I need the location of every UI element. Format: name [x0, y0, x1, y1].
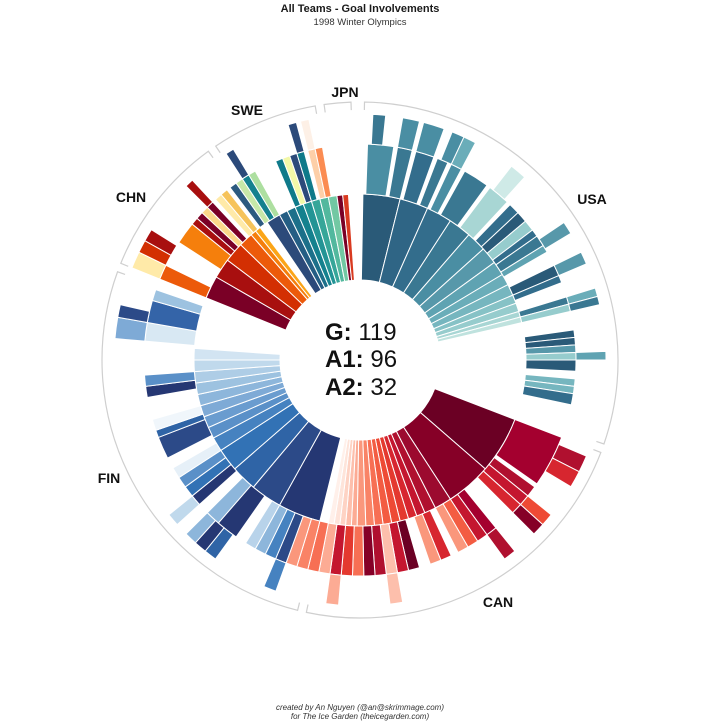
team-bracket-can	[305, 449, 602, 619]
credit-publication: for The Ice Garden (theicegarden.com)	[290, 712, 430, 721]
team-label-fin: FIN	[98, 470, 121, 486]
a2-segment	[396, 117, 421, 152]
center-hole	[280, 280, 440, 440]
a2-segment	[144, 228, 178, 256]
team-label-chn: CHN	[116, 189, 146, 205]
a2-segment	[185, 179, 214, 208]
team-label-can: CAN	[483, 594, 513, 610]
team-bracket-swe	[214, 105, 318, 154]
a2-segment	[575, 350, 607, 361]
team-label-jpn: JPN	[331, 84, 358, 100]
a1-segment	[220, 189, 259, 234]
team-labels: USA CAN FIN CHN SWE JPN	[98, 84, 607, 610]
a1-segment	[525, 359, 577, 372]
center-a1-total: A1: 96	[325, 346, 397, 373]
team-brackets	[101, 101, 619, 619]
goal-segment	[193, 347, 281, 361]
center-a2-total: A2: 32	[325, 374, 397, 401]
a2-segment	[568, 295, 601, 313]
a2-segment	[325, 573, 342, 606]
team-bracket-fin	[101, 270, 301, 612]
credit-author: created by An Nguyen (@an@skrimmage.com)	[275, 703, 444, 712]
a2-segment	[544, 457, 580, 488]
team-label-swe: SWE	[231, 102, 263, 118]
center-goals-total: G: 119	[325, 319, 397, 346]
team-bracket-jpn	[323, 101, 352, 113]
a1-segment	[244, 500, 281, 550]
a2-segment	[486, 527, 516, 560]
chart-subtitle: 1998 Winter Olympics	[313, 17, 407, 28]
a1-segment	[151, 289, 204, 315]
a1-segment	[439, 170, 488, 227]
a2-segment	[263, 558, 287, 592]
a2-segment	[185, 512, 217, 544]
chart-title: All Teams - Goal Involvements	[280, 3, 440, 15]
a2-segment	[370, 113, 387, 146]
a2-segment	[450, 136, 477, 170]
a1-segment	[172, 442, 222, 479]
a1-segment	[521, 385, 574, 406]
goal-ring	[193, 193, 523, 527]
secondary-assist-ring	[114, 113, 607, 606]
team-label-usa: USA	[577, 191, 607, 207]
a2-segment	[492, 165, 526, 201]
a2-segment	[415, 121, 445, 158]
a1-segment	[434, 503, 469, 554]
a1-segment	[512, 274, 563, 302]
a2-segment	[287, 121, 305, 155]
a2-segment	[512, 503, 544, 535]
a2-segment	[385, 572, 404, 605]
a1-segment	[413, 513, 442, 565]
a1-segment	[143, 371, 196, 387]
a1-segment	[525, 351, 577, 361]
a1-segment	[159, 264, 212, 299]
a1-segment	[248, 170, 281, 219]
a1-segment	[365, 143, 395, 197]
team-bracket-chn	[120, 150, 214, 267]
credits: created by An Nguyen (@an@skrimmage.com)…	[0, 703, 720, 721]
a2-segment	[553, 251, 588, 277]
a2-segment	[299, 118, 316, 152]
a1-segment	[314, 146, 332, 199]
a1-segment	[151, 405, 204, 431]
a2-segment	[538, 221, 572, 250]
a2-segment	[225, 148, 250, 180]
a2-segment	[117, 304, 151, 324]
a2-segment	[168, 495, 201, 526]
team-bracket-usa	[363, 101, 619, 445]
